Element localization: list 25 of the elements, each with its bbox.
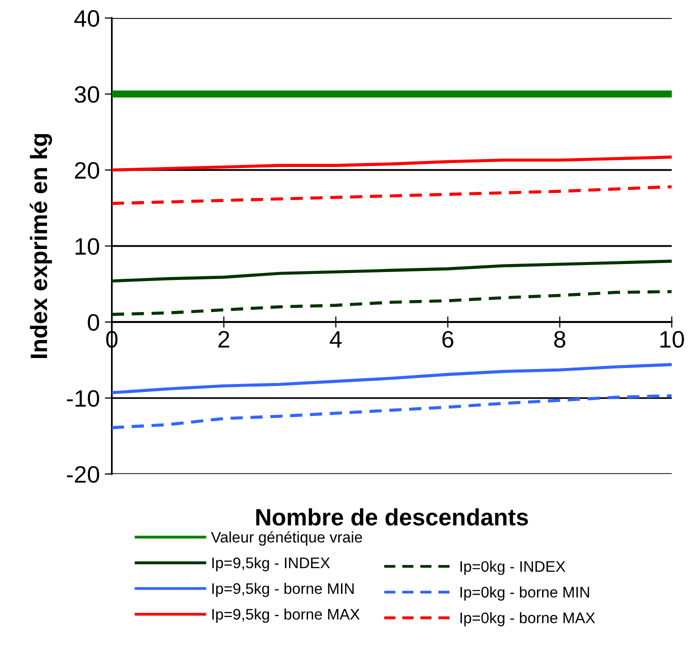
legend-label: Valeur génétique vraie bbox=[211, 531, 362, 546]
y-tick-label: 0 bbox=[88, 314, 100, 331]
legend-label: Ip=0kg - borne MIN bbox=[460, 586, 590, 601]
line-series bbox=[112, 363, 672, 394]
y-tick-label: 40 bbox=[74, 10, 100, 27]
y-tick-label: 10 bbox=[76, 238, 100, 255]
x-tick-label: 2 bbox=[218, 330, 230, 348]
line-series bbox=[112, 260, 672, 283]
line-series bbox=[112, 290, 672, 316]
legend-label: Ip=9,5kg - borne MAX bbox=[212, 608, 360, 623]
y-tick-label: -20 bbox=[66, 466, 100, 483]
legend-label: Ip=0kg - borne MAX bbox=[460, 612, 596, 626]
y-axis-title: Index exprimé en kg bbox=[30, 134, 52, 358]
legend-label: Ip=0kg - INDEX bbox=[460, 560, 566, 575]
legend-label: Ip=9,5kg - INDEX bbox=[212, 557, 330, 572]
x-axis-title: Nombre de descendants bbox=[256, 508, 528, 526]
line-series bbox=[112, 185, 672, 205]
y-tick-label: 30 bbox=[74, 86, 100, 103]
legend-label: Ip=9,5kg - borne MIN bbox=[212, 582, 354, 598]
x-tick-label: 6 bbox=[442, 330, 454, 348]
x-tick-label: 4 bbox=[330, 331, 342, 348]
y-tick-label: -10 bbox=[66, 390, 100, 407]
y-tick-label: 20 bbox=[74, 162, 100, 179]
x-tick-label: 10 bbox=[660, 330, 684, 348]
x-tick-label: 8 bbox=[554, 330, 566, 348]
